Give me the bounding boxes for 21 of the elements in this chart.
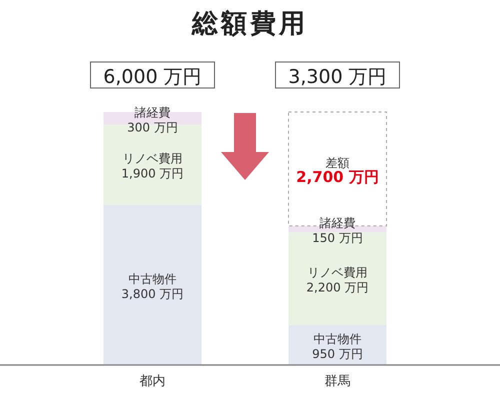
x-tick-label: 群馬 [324, 374, 350, 389]
text: 6,000 万円 [103, 66, 202, 88]
bar [104, 204, 202, 365]
text: リノベ費用 [308, 266, 368, 280]
data-label: 2,700 万円 [296, 168, 379, 186]
chart-title: 総額費用 [191, 9, 308, 39]
data-label: 950 万円 [312, 346, 363, 361]
text: 中古物件 [128, 272, 176, 286]
series-label: 差額 [326, 156, 350, 170]
data-label: 2,200 万円 [306, 280, 369, 295]
bar [288, 232, 386, 325]
data-label: 1,900 万円 [121, 166, 184, 181]
x-tick-label: 都内 [140, 374, 166, 389]
data-label: 150 万円 [312, 231, 363, 246]
text: 諸経費 [320, 216, 356, 230]
series-label: 中古物件 [314, 332, 362, 346]
data-label: 3,800 万円 [121, 286, 184, 301]
text: 3,300 万円 [288, 66, 387, 88]
series-label: 諸経費 [134, 105, 170, 120]
data-label: 300 万円 [127, 120, 178, 134]
series-label: リノベ費用 [122, 152, 182, 166]
